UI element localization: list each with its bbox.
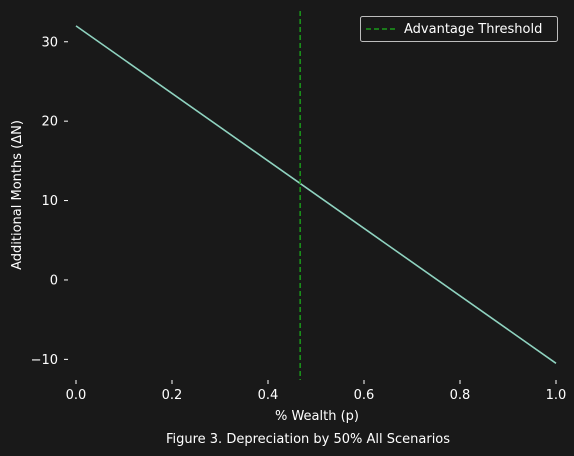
x-tick-label: 0.0 <box>66 388 87 403</box>
y-tick-label: 20 <box>41 115 58 130</box>
x-tick-label: 0.4 <box>258 388 279 403</box>
y-axis-ticks: −10 0 10 20 30 <box>31 35 68 368</box>
figure-caption: Figure 3. Depreciation by 50% All Scenar… <box>166 432 450 447</box>
x-tick-label: 0.2 <box>162 388 183 403</box>
legend-box <box>360 16 558 42</box>
y-axis-label: Additional Months (ΔN) <box>10 120 25 270</box>
y-tick-label: 30 <box>41 35 58 50</box>
legend: Advantage Threshold <box>360 16 558 42</box>
x-axis-ticks: 0.0 0.2 0.4 0.6 0.8 1.0 <box>66 380 567 403</box>
series-layer <box>75 25 557 364</box>
y-tick-label: 10 <box>41 194 58 209</box>
x-axis-label: % Wealth (p) <box>275 409 359 424</box>
y-tick-label: −10 <box>31 353 58 368</box>
y-tick-label: 0 <box>50 273 58 288</box>
legend-label-advantage-threshold: Advantage Threshold <box>404 22 542 37</box>
x-tick-label: 1.0 <box>546 388 567 403</box>
series-line <box>75 25 557 364</box>
x-tick-label: 0.6 <box>354 388 375 403</box>
x-tick-label: 0.8 <box>450 388 471 403</box>
